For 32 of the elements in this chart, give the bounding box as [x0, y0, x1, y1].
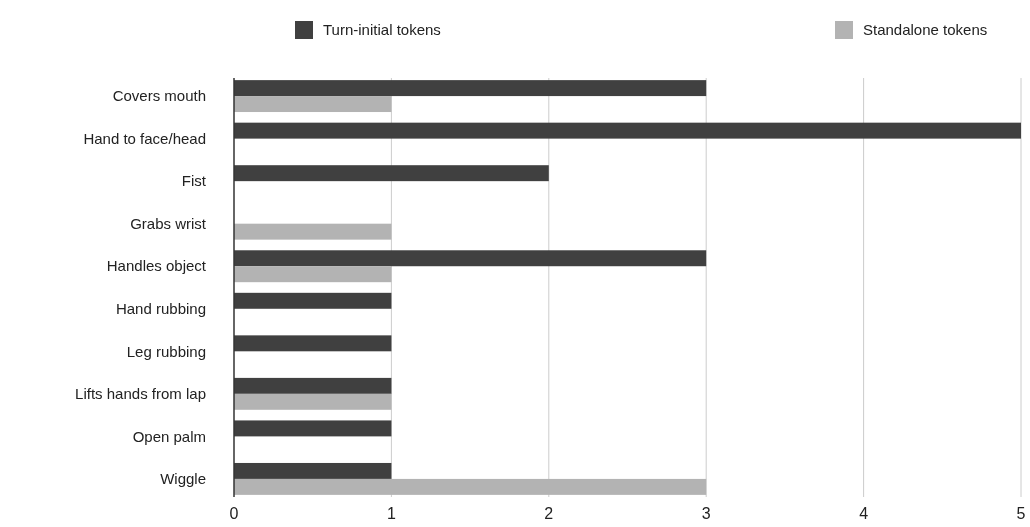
- bar: [234, 266, 392, 283]
- bar: [234, 250, 707, 267]
- bar: [234, 462, 392, 479]
- x-tick-label: 1: [386, 505, 396, 522]
- bar: [234, 96, 392, 113]
- y-tick-label: Hand to face/head: [83, 129, 206, 147]
- bar: [234, 223, 392, 240]
- x-tick-label: 3: [701, 505, 711, 522]
- y-tick-label: Leg rubbing: [126, 342, 206, 360]
- y-tick-label: Wiggle: [160, 470, 206, 488]
- bar: [234, 377, 392, 394]
- bar: [234, 478, 707, 495]
- bar: [234, 420, 392, 437]
- y-tick-label: Grabs wrist: [130, 214, 207, 232]
- y-tick-label: Hand rubbing: [115, 300, 206, 318]
- bar: [234, 393, 392, 410]
- bar: [234, 165, 549, 182]
- y-tick-label: Fist: [181, 172, 207, 190]
- y-tick-label: Handles object: [106, 257, 207, 275]
- x-tick-label: 5: [1016, 505, 1026, 522]
- bar: [234, 122, 1021, 139]
- legend-label: Standalone tokens: [863, 21, 988, 39]
- bar: [234, 292, 392, 309]
- bar: [234, 80, 707, 97]
- y-tick-label: Lifts hands from lap: [75, 385, 206, 403]
- y-tick-label: Open palm: [132, 427, 206, 445]
- legend-label: Turn-initial tokens: [323, 21, 441, 39]
- x-tick-label: 4: [859, 505, 869, 522]
- bar: [234, 335, 392, 352]
- x-tick-label: 0: [229, 505, 239, 522]
- y-tick-label: Covers mouth: [112, 87, 206, 105]
- x-tick-label: 2: [544, 505, 554, 522]
